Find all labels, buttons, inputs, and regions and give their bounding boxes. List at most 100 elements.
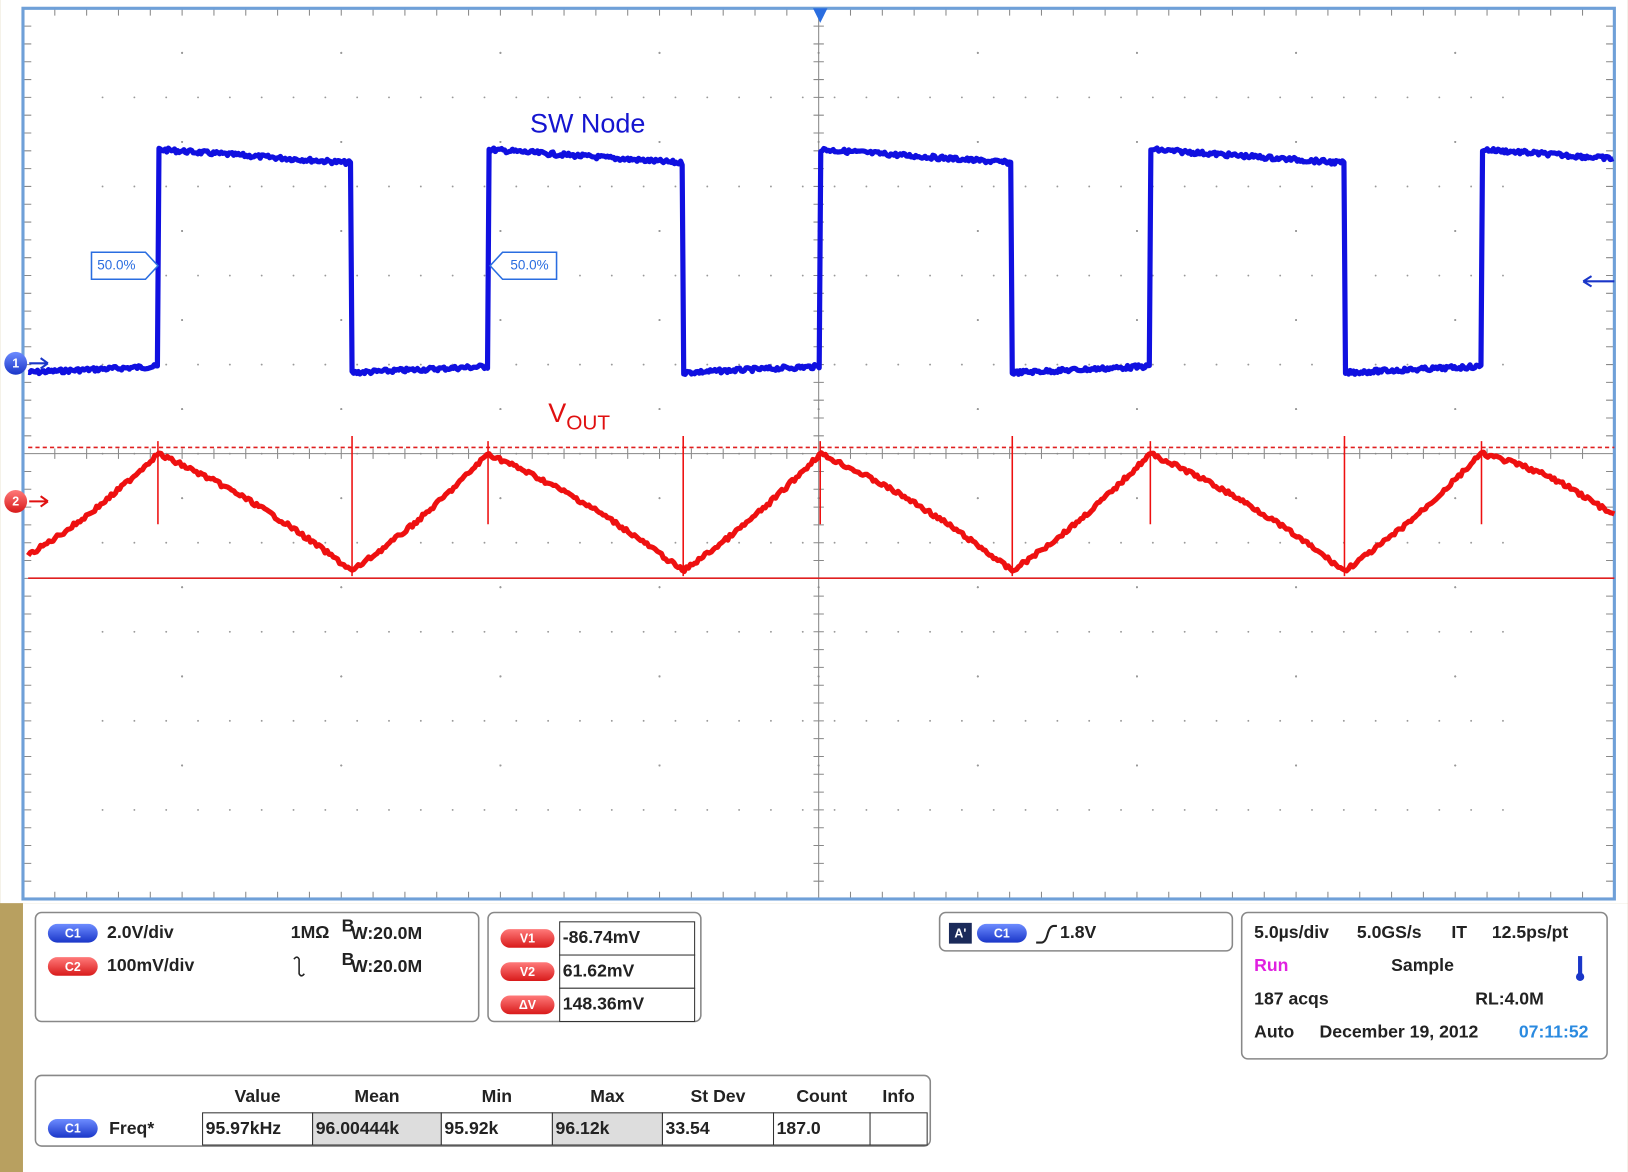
grid-dot bbox=[1247, 96, 1250, 99]
grid-dot bbox=[1279, 719, 1282, 722]
grid-dot bbox=[1311, 96, 1313, 99]
trigger-mode: A' bbox=[954, 927, 966, 941]
table-cell bbox=[869, 1112, 928, 1146]
grid-dot bbox=[1215, 185, 1218, 188]
grid-dot bbox=[658, 497, 661, 500]
grid-dot bbox=[165, 96, 168, 99]
measurement-value: 33.54 bbox=[666, 1118, 710, 1138]
grid-dot bbox=[1151, 630, 1154, 633]
grid-dot bbox=[658, 140, 661, 143]
grid-dot bbox=[483, 808, 486, 811]
grid-dot bbox=[1502, 274, 1504, 277]
grid-dot bbox=[1088, 363, 1091, 366]
grid-dot bbox=[1151, 541, 1154, 544]
record-length: RL:4.0M bbox=[1475, 988, 1544, 1008]
grid-dot bbox=[101, 363, 104, 366]
grid-dot bbox=[1374, 96, 1377, 99]
grid-dot bbox=[976, 140, 979, 143]
vout-spikes bbox=[157, 435, 1483, 577]
grid-dot bbox=[133, 630, 136, 633]
grid-dot bbox=[260, 96, 263, 99]
grid-dot bbox=[228, 363, 231, 366]
grid-dot bbox=[897, 96, 900, 99]
grid-dot bbox=[1088, 630, 1091, 633]
grid-dot bbox=[833, 185, 836, 188]
vout-sub: OUT bbox=[566, 412, 610, 435]
grid-dot bbox=[929, 541, 932, 544]
grid-dot bbox=[1470, 96, 1473, 99]
vout-trace bbox=[26, 449, 1616, 575]
grid-dot bbox=[579, 719, 581, 722]
grid-dot bbox=[738, 630, 741, 633]
grid-dot bbox=[738, 96, 741, 99]
grid-dot bbox=[165, 185, 168, 188]
ch1-arrow bbox=[29, 357, 49, 370]
grid-dot bbox=[1183, 363, 1186, 366]
grid-dot bbox=[1215, 630, 1218, 633]
grid-dot bbox=[833, 719, 836, 722]
trigger-level-arrow bbox=[1582, 275, 1615, 288]
grid-dot bbox=[388, 719, 390, 722]
grid-dot bbox=[340, 764, 343, 767]
grid-dot bbox=[769, 185, 772, 188]
grid-dot bbox=[579, 274, 581, 277]
grid-dot bbox=[833, 808, 836, 811]
grid-dot bbox=[181, 230, 184, 232]
grid-dot bbox=[706, 274, 709, 277]
grid-dot bbox=[1136, 497, 1138, 500]
grid-dot bbox=[976, 675, 979, 678]
grid-dot bbox=[1120, 630, 1122, 633]
grid-dot bbox=[197, 185, 199, 188]
grid-dot bbox=[1406, 630, 1409, 633]
grid-dot bbox=[976, 497, 979, 500]
grid-dot bbox=[1502, 96, 1504, 99]
grid-dot bbox=[1088, 541, 1091, 544]
grid-dot bbox=[1438, 630, 1441, 633]
trigger-source: C1 bbox=[994, 927, 1010, 941]
grid-dot bbox=[1374, 808, 1377, 811]
acquisition: Sample bbox=[1391, 955, 1454, 975]
ch2-marker-label: 2 bbox=[12, 495, 19, 509]
grid-dot bbox=[1088, 96, 1091, 99]
grid-dot bbox=[960, 185, 963, 188]
grid-dot bbox=[992, 96, 995, 99]
grid-dot bbox=[1024, 541, 1027, 544]
grid-dot bbox=[1342, 630, 1345, 633]
grid-dot bbox=[658, 51, 661, 54]
grid-dot bbox=[738, 541, 741, 544]
grid-dot bbox=[515, 719, 518, 722]
grid-dot bbox=[1342, 719, 1345, 722]
grid-dot bbox=[579, 541, 581, 544]
grid-dot bbox=[356, 185, 359, 188]
grid-dot bbox=[706, 185, 709, 188]
grid-dot bbox=[1295, 230, 1298, 232]
grid-dot bbox=[451, 541, 454, 544]
grid-dot bbox=[1136, 319, 1138, 321]
column-header: Value bbox=[235, 1086, 281, 1106]
grid-dot bbox=[658, 408, 661, 411]
grid-dot bbox=[356, 96, 359, 99]
ch2-marker bbox=[4, 489, 28, 513]
column-header: Count bbox=[796, 1086, 847, 1106]
grid-dot bbox=[1136, 408, 1138, 411]
grid-dot bbox=[547, 630, 550, 633]
grid-dot bbox=[483, 185, 486, 188]
grid-dot bbox=[547, 719, 550, 722]
grid-dot bbox=[1279, 630, 1282, 633]
grid-dot bbox=[929, 808, 932, 811]
grid-dot bbox=[1120, 96, 1122, 99]
ch2-arrow bbox=[29, 495, 49, 508]
grid-dot bbox=[929, 630, 932, 633]
measurement-value: 95.97kHz bbox=[206, 1118, 282, 1138]
grid-dot bbox=[1088, 185, 1091, 188]
grid-dot bbox=[1502, 719, 1504, 722]
grid-dot bbox=[769, 541, 772, 544]
grid-dot bbox=[1136, 675, 1138, 678]
grid-dot bbox=[260, 541, 263, 544]
bw-b: B bbox=[342, 949, 355, 969]
column-header: Max bbox=[590, 1086, 624, 1106]
grid-dot bbox=[388, 96, 390, 99]
grid-dot bbox=[992, 808, 995, 811]
grid-dot bbox=[1311, 808, 1313, 811]
